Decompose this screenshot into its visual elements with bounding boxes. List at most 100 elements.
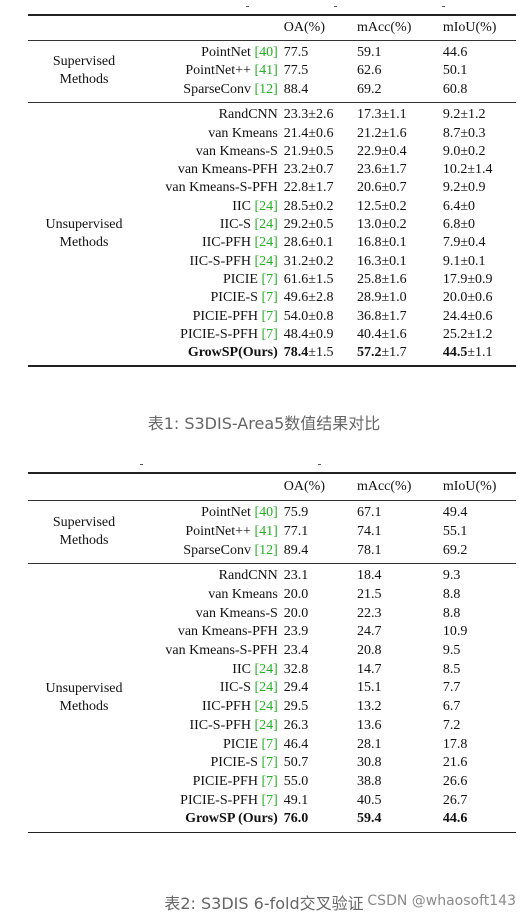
- macc-value: 28.9±1.0: [356, 290, 407, 306]
- table-row: IIC-S [24] 29.2±0.5 13.0±0.2 6.8±0: [28, 216, 516, 234]
- header-oa: OA(%): [283, 19, 325, 35]
- top-rule: [28, 14, 516, 16]
- watermark: CSDN @whaosoft143: [367, 893, 516, 909]
- citation-link[interactable]: [40]: [254, 504, 278, 520]
- oa-value: 21.4±0.6: [283, 125, 334, 141]
- table-row: van Kmeans-S-PFH 23.4 20.8 9.5: [28, 642, 516, 661]
- method-name: PICIE [7]: [137, 272, 284, 288]
- macc-value: 23.6±1.7: [356, 162, 407, 178]
- method-label: van Kmeans-S: [195, 143, 278, 159]
- citation-link[interactable]: [24]: [254, 661, 278, 677]
- miou-value: 25.2±1.2: [442, 326, 493, 342]
- oa-value: 29.2±0.5: [283, 217, 334, 233]
- macc-value: 22.3: [356, 605, 382, 621]
- citation-link[interactable]: [12]: [254, 81, 278, 97]
- macc-value: 62.6: [356, 63, 382, 79]
- citation-link[interactable]: [7]: [261, 792, 278, 808]
- citation-link[interactable]: [7]: [261, 290, 278, 306]
- macc-value: 67.1: [356, 504, 382, 520]
- method-label: IIC: [232, 661, 251, 677]
- oa-value: 61.6±1.5: [283, 271, 334, 287]
- miou-value: 55.1: [442, 523, 468, 539]
- miou-value: 8.8: [442, 587, 461, 603]
- oa-main: 78.4: [283, 345, 309, 361]
- group-label-line1: Supervised: [52, 514, 116, 530]
- oa-value: 21.9±0.5: [283, 143, 334, 159]
- table-row: SparseConv [12] 89.4 78.1 69.2: [28, 541, 516, 560]
- citation-link[interactable]: [7]: [261, 736, 278, 752]
- method-label: IIC: [232, 198, 251, 214]
- citation-link[interactable]: [24]: [254, 717, 278, 733]
- method-name: van Kmeans-S: [137, 606, 284, 622]
- method-name: RandCNN: [137, 568, 284, 584]
- table-row: van Kmeans-S 20.0 22.3 8.8: [28, 604, 516, 623]
- macc-value: 38.8: [356, 773, 382, 789]
- citation-link[interactable]: [7]: [261, 773, 278, 789]
- oa-value: 28.6±0.1: [283, 235, 334, 251]
- miou-value: 21.6: [442, 755, 468, 771]
- miou-value: 50.1: [442, 63, 468, 79]
- table-row: IIC-S-PFH [24] 26.3 13.6 7.2: [28, 716, 516, 735]
- citation-link[interactable]: [7]: [261, 271, 278, 287]
- method-label: PICIE-S-PFH: [180, 326, 258, 342]
- oa-value: 77.5: [283, 63, 309, 79]
- citation-link[interactable]: [24]: [254, 217, 278, 233]
- table-row: PointNet++ [41] 77.5 62.6 50.1: [28, 62, 516, 81]
- citation-link[interactable]: [24]: [254, 253, 278, 269]
- citation-link[interactable]: [7]: [261, 308, 278, 324]
- method-label: PICIE-S: [210, 290, 258, 306]
- top-edge-marks: [28, 6, 516, 14]
- group-label-line2: Methods: [59, 235, 109, 251]
- miou-value: 7.9±0.4: [442, 235, 486, 251]
- citation-link[interactable]: [41]: [254, 523, 278, 539]
- oa-value: 20.0: [283, 587, 309, 603]
- table-row: PICIE-S [7] 50.7 30.8 21.6: [28, 754, 516, 773]
- macc-value: 69.2: [356, 81, 382, 97]
- method-name: PICIE-PFH [7]: [137, 774, 284, 790]
- citation-link[interactable]: [24]: [254, 699, 278, 715]
- method-label: RandCNN: [218, 107, 278, 123]
- method-label: PointNet++: [185, 523, 251, 539]
- citation-link[interactable]: [12]: [254, 542, 278, 558]
- table-row: van Kmeans 21.4±0.6 21.2±1.6 8.7±0.3: [28, 124, 516, 142]
- method-label: PICIE: [222, 271, 258, 287]
- method-name: IIC-S [24]: [137, 217, 284, 233]
- miou-value: 9.0±0.2: [442, 143, 486, 159]
- table-row: PointNet [40] 75.9 67.1 49.4: [28, 504, 516, 523]
- miou-value: 17.9±0.9: [442, 271, 493, 287]
- method-label: van Kmeans-S-PFH: [165, 180, 278, 196]
- method-name: RandCNN: [137, 107, 284, 123]
- method-label: van Kmeans-PFH: [177, 162, 278, 178]
- citation-link[interactable]: [41]: [254, 63, 278, 79]
- citation-link[interactable]: [7]: [261, 326, 278, 342]
- miou-value: 8.5: [442, 661, 461, 677]
- method-name: PICIE [7]: [137, 737, 284, 753]
- header-macc: mAcc(%): [356, 19, 412, 35]
- citation-link[interactable]: [7]: [261, 755, 278, 771]
- macc-value: 36.8±1.7: [356, 308, 407, 324]
- oa-value: 26.3: [283, 717, 309, 733]
- method-name: van Kmeans-S: [137, 144, 284, 160]
- citation-link[interactable]: [24]: [254, 235, 278, 251]
- macc-value: 74.1: [356, 523, 382, 539]
- miou-value: 44.5±1.1: [443, 345, 516, 361]
- unsupervised-section: Unsupervised Methods RandCNN 23.1 18.4 9.3 van…: [28, 564, 516, 832]
- highlight-row: GrowSP (Ours) 76.0 59.4 44.6: [28, 810, 516, 829]
- oa-value: 32.8: [283, 661, 309, 677]
- table-row: PointNet++ [41] 77.1 74.1 55.1: [28, 522, 516, 541]
- citation-link[interactable]: [40]: [254, 44, 278, 60]
- citation-link[interactable]: [24]: [254, 680, 278, 696]
- miou-value: 6.4±0: [442, 198, 475, 214]
- unsupervised-section: Unsupervised Methods RandCNN 23.3±2.6 17.3±1…: [28, 103, 516, 365]
- citation-link[interactable]: [24]: [254, 198, 278, 214]
- macc-value: 17.3±1.1: [356, 107, 407, 123]
- supervised-section: Supervised Methods PointNet [40] 75.9 67.1 49…: [28, 501, 516, 563]
- method-label: van Kmeans-S: [195, 605, 278, 621]
- table-row: IIC-S [24] 29.4 15.1 7.7: [28, 679, 516, 698]
- table-row: PICIE-S-PFH [7] 48.4±0.9 40.4±1.6 25.2±1.2: [28, 326, 516, 344]
- method-label: van Kmeans-S-PFH: [165, 643, 278, 659]
- macc-value: 24.7: [356, 624, 382, 640]
- table-row: IIC [24] 32.8 14.7 8.5: [28, 660, 516, 679]
- miou-value: 24.4±0.6: [442, 308, 493, 324]
- macc-value: 21.2±1.6: [356, 125, 407, 141]
